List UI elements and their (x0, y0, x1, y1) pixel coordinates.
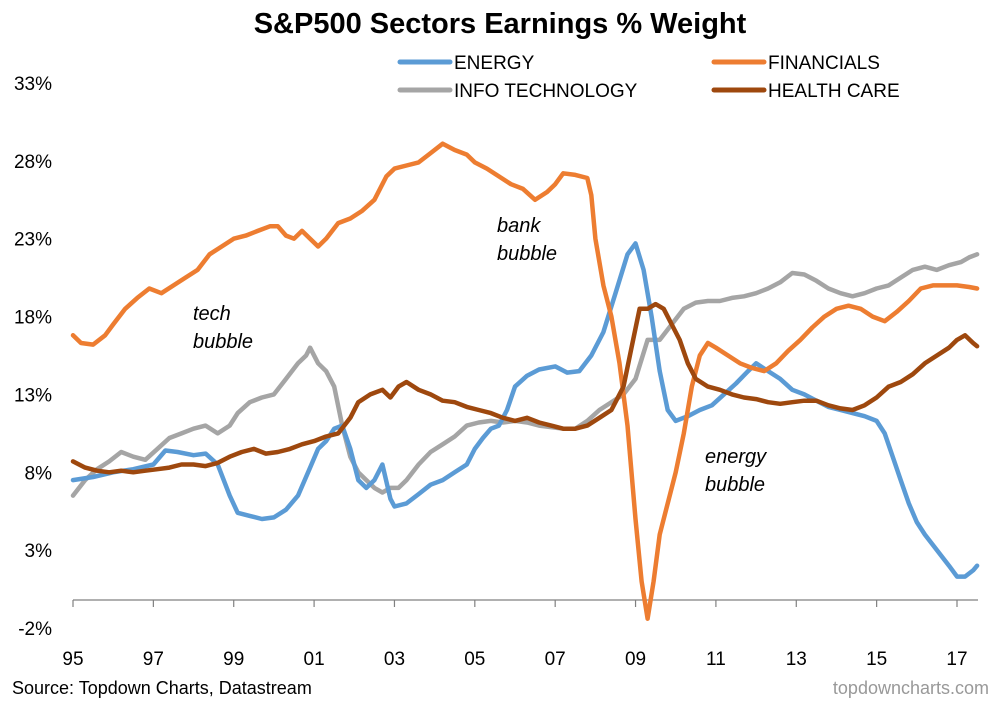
x-tick-label: 07 (545, 649, 566, 670)
y-tick-label: 28% (14, 152, 52, 173)
series-line-info-technology (70, 252, 980, 498)
x-tick-label: 95 (62, 649, 83, 670)
series-lines (70, 141, 980, 621)
x-tick-label: 13 (786, 649, 807, 670)
annotation-bank-bubble: bank bubble (497, 215, 557, 265)
legend-label: ENERGY (454, 53, 535, 74)
x-tick-label: 97 (143, 649, 164, 670)
legend-label: HEALTH CARE (768, 81, 900, 102)
x-tick-label: 17 (946, 649, 967, 670)
y-tick-label: 13% (14, 385, 52, 406)
x-tick-label: 05 (464, 649, 485, 670)
x-tick-label: 99 (223, 649, 244, 670)
series-line-financials (70, 141, 980, 621)
y-tick-label: 33% (14, 74, 52, 95)
source-note: Source: Topdown Charts, Datastream (12, 678, 312, 698)
legend-label: FINANCIALS (768, 53, 880, 74)
credit-watermark: topdowncharts.com (833, 678, 989, 698)
y-tick-label: -2% (18, 619, 52, 640)
legend-label: INFO TECHNOLOGY (454, 81, 638, 102)
chart-title: S&P500 Sectors Earnings % Weight (254, 8, 747, 40)
annotation-tech-bubble: tech bubble (193, 303, 253, 353)
x-tick-label: 03 (384, 649, 405, 670)
x-tick-label: 01 (304, 649, 325, 670)
x-tick-label: 15 (866, 649, 887, 670)
y-tick-label: 18% (14, 308, 52, 329)
series-line-energy (70, 241, 980, 579)
y-tick-label: 23% (14, 230, 52, 251)
legend: ENERGY FINANCIALS INFO TECHNOLOGY HEALTH CA… (397, 53, 900, 102)
y-tick-label: 3% (25, 541, 53, 562)
y-axis-tick-labels: -2% 3% 8% 13% 18% 23% 28% 33% (14, 74, 52, 640)
y-tick-label: 8% (25, 463, 53, 484)
annotation-energy-bubble: energy bubble (705, 446, 772, 496)
series-line-health-care (70, 301, 980, 475)
x-tick-label: 09 (625, 649, 646, 670)
x-tick-label: 11 (706, 649, 726, 670)
x-axis: 95 97 99 01 03 05 07 09 11 13 15 17 (62, 599, 978, 670)
